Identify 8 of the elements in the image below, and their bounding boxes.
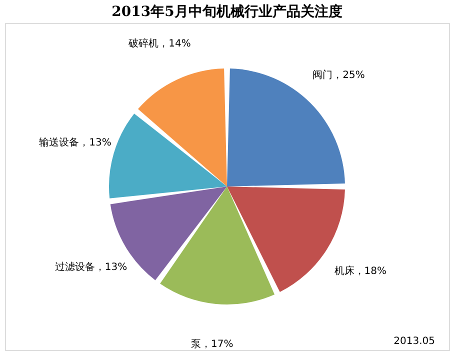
slice-label: 阀门，25% — [312, 68, 365, 81]
slice-label: 破碎机，14% — [128, 38, 191, 50]
slice-label: 过滤设备，13% — [54, 260, 128, 273]
slice-label: 泵，17% — [191, 338, 234, 350]
chart-title: 2013年5月中旬机械行业产品关注度 — [112, 3, 342, 20]
slice-label: 输送设备，13% — [39, 136, 112, 148]
text: 2013.05 — [394, 336, 435, 347]
slice-label: 机床，18% — [334, 265, 387, 278]
